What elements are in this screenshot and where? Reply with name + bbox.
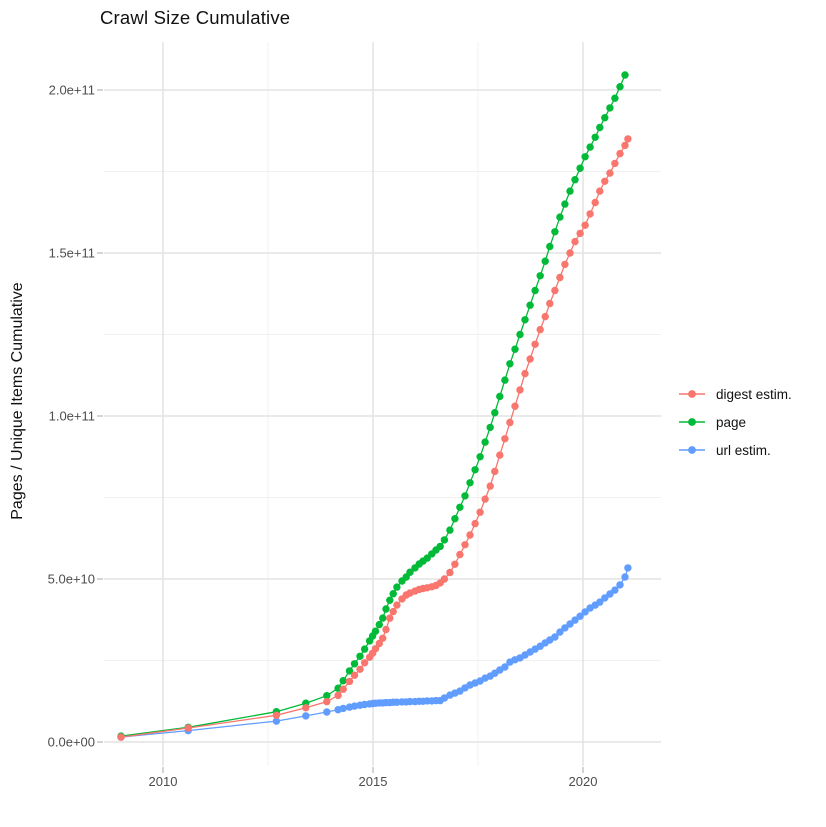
legend-label: digest estim. [716,386,792,402]
y-tick-label: 1.0e+11 [49,409,95,424]
legend-entry-digest-estim: digest estim. [678,380,792,408]
y-tick-label: 0.0e+00 [48,735,95,750]
legend-key-icon [679,446,705,454]
series-page [117,71,629,740]
x-tick-label: 2010 [149,774,178,789]
y-tick-labels: 0.0e+00 5.0e+10 1.0e+11 1.5e+11 2.0e+11 [48,83,95,750]
y-tick-label: 1.5e+11 [49,246,95,261]
y-tick-label: 2.0e+11 [49,83,95,98]
gridlines-major [104,42,661,766]
series-digest-estim [117,135,632,741]
gridlines-minor [104,42,661,766]
legend: digest estim. page url estim. [678,380,792,464]
x-tick-labels: 2010 2015 2020 [149,774,598,789]
legend-label: page [716,414,747,430]
y-tick-label: 5.0e+10 [48,572,95,587]
chart-title: Crawl Size Cumulative [100,7,291,28]
legend-label: url estim. [716,442,771,458]
x-tick-label: 2020 [569,774,598,789]
legend-entry-page: page [678,408,792,436]
axis-ticks [97,89,584,773]
legend-key-icon [679,390,705,398]
legend-key-icon [679,418,705,426]
x-tick-label: 2015 [359,774,388,789]
legend-entry-url-estim: url estim. [678,436,792,464]
